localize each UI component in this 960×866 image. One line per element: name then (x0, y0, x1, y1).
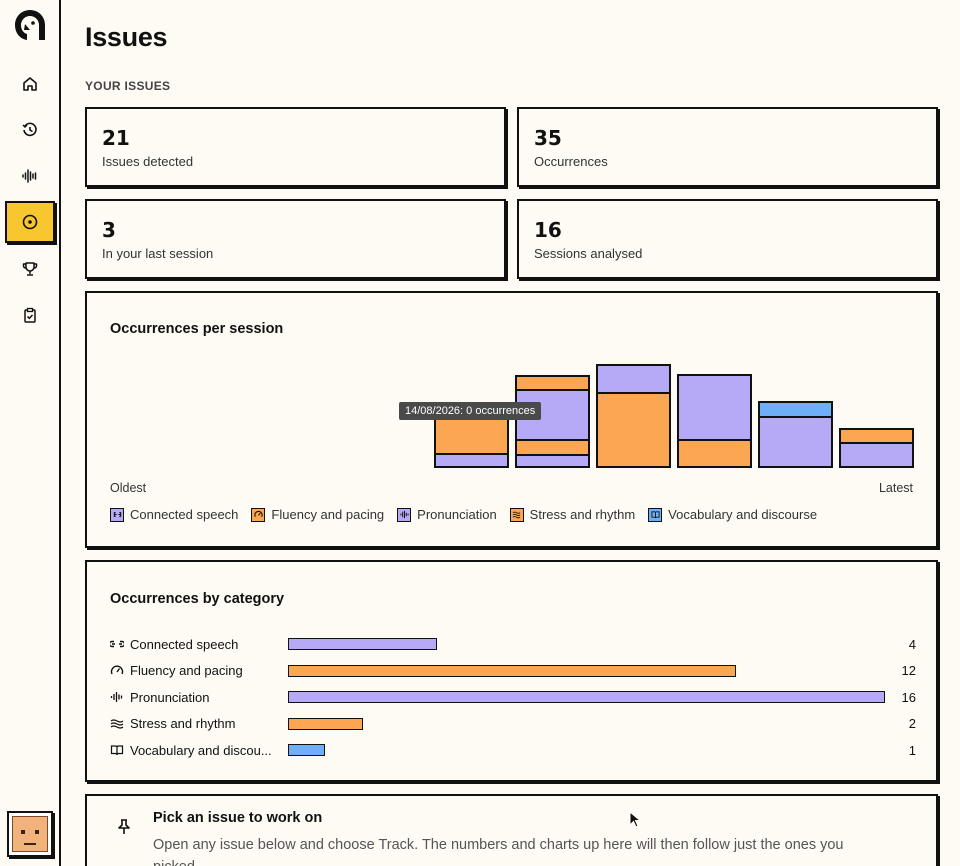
category-bar-track (288, 664, 885, 677)
mouse-cursor-icon (629, 811, 641, 828)
category-label: Stress and rhythm (130, 716, 236, 731)
category-bar-track (288, 744, 885, 756)
sidebar-item-practice[interactable] (12, 158, 48, 194)
pick-title: Pick an issue to work on (153, 810, 323, 826)
stat-label: Sessions analysed (534, 246, 643, 261)
category-count: 1 (908, 742, 916, 758)
category-count: 4 (908, 636, 916, 652)
waveform-icon (22, 169, 37, 183)
sidebar (0, 0, 61, 866)
sidebar-item-history[interactable] (12, 112, 48, 148)
legend-label: Connected speech (130, 507, 239, 522)
stat-value: 35 (534, 126, 562, 150)
link-icon (110, 507, 124, 522)
sidebar-item-home[interactable] (12, 66, 48, 102)
home-icon (23, 77, 37, 91)
bar-segment-pronunciation (758, 416, 833, 468)
category-bar (288, 691, 885, 703)
stat-label: Issues detected (102, 154, 194, 169)
category-label: Connected speech (130, 636, 239, 652)
bar-segment-pronunciation (677, 374, 752, 441)
panel-title: Occurrences per session (110, 321, 284, 337)
category-bar-track (288, 638, 885, 650)
bar-segment-fluency (596, 392, 671, 468)
stat-label: Occurrences (534, 154, 608, 169)
link-icon (110, 640, 124, 648)
category-label: Vocabulary and discou... (130, 742, 272, 758)
category-row[interactable]: Vocabulary and discou... 1 (110, 740, 916, 760)
stat-value: 21 (102, 126, 130, 150)
category-row[interactable]: Connected speech 4 (110, 634, 916, 654)
stat-card-occurrences: 35 Occurrences (517, 107, 938, 187)
chart-legend: Connected speech Fluency and pacing Pron… (110, 507, 817, 522)
legend-item-vocabulary[interactable]: Vocabulary and discourse (648, 507, 817, 522)
page-title: Issues (85, 22, 168, 52)
section-label: YOUR ISSUES (85, 79, 171, 93)
waves-icon (110, 718, 124, 729)
bar-segment-pronunciation (596, 364, 671, 394)
category-row[interactable]: Stress and rhythm 2 (110, 714, 916, 734)
legend-label: Stress and rhythm (529, 507, 636, 522)
stat-card-sessions-analysed: 16 Sessions analysed (517, 199, 938, 279)
category-bar (288, 664, 736, 677)
bar-segment-connected (515, 454, 590, 468)
category-bar (288, 717, 363, 730)
user-avatar[interactable] (7, 811, 53, 857)
pin-icon (118, 819, 130, 834)
sessions-chart-panel: Occurrences per session 14/08/2026: 0 oc… (85, 291, 938, 548)
category-count: 12 (901, 663, 916, 678)
gauge-icon (251, 507, 266, 522)
waveform-icon (397, 507, 412, 522)
axis-label-latest: Latest (878, 481, 913, 495)
axis-label-oldest: Oldest (110, 481, 147, 495)
app-logo-icon[interactable] (13, 8, 47, 42)
waves-icon (509, 507, 524, 522)
category-chart-panel: Occurrences by category Connected speech… (85, 560, 938, 782)
book-icon (648, 507, 663, 522)
stat-value: 16 (534, 218, 562, 242)
category-label: Fluency and pacing (130, 663, 243, 678)
sidebar-item-issues[interactable] (5, 201, 55, 243)
category-bar-track (288, 691, 885, 703)
category-bar-track (288, 717, 885, 730)
target-icon (22, 214, 38, 230)
category-count: 2 (908, 716, 916, 731)
legend-item-connected-speech[interactable]: Connected speech (110, 507, 238, 522)
bar-segment-fluency (434, 417, 509, 455)
legend-label: Fluency and pacing (271, 507, 385, 522)
stat-value: 3 (102, 218, 116, 242)
clipboard-check-icon (24, 307, 36, 323)
avatar-face-icon (12, 816, 48, 852)
category-row[interactable]: Fluency and pacing 12 (110, 661, 916, 681)
pick-issue-panel: Pick an issue to work on Open any issue … (85, 794, 938, 866)
chart-tooltip: 14/08/2026: 0 occurrences (399, 402, 542, 420)
book-icon (110, 745, 124, 756)
category-bar (288, 744, 325, 756)
legend-label: Pronunciation (417, 507, 497, 522)
category-row[interactable]: Pronunciation 16 (110, 687, 916, 707)
waveform-icon (110, 692, 123, 702)
stat-label: In your last session (102, 246, 214, 261)
legend-item-pronunciation[interactable]: Pronunciation (397, 507, 497, 522)
category-bar (288, 638, 437, 650)
pick-description: Open any issue below and choose Track. T… (153, 837, 844, 866)
history-icon (22, 122, 37, 137)
panel-title: Occurrences by category (110, 591, 285, 607)
stat-card-last-session: 3 In your last session (85, 199, 506, 279)
bar-segment-connected (434, 453, 509, 468)
bar-segment-fluency (677, 439, 752, 468)
bar-segment-pronunciation (839, 442, 914, 468)
category-label: Pronunciation (130, 689, 210, 705)
legend-label: Vocabulary and discourse (668, 507, 818, 522)
sidebar-item-achievements[interactable] (12, 251, 48, 287)
category-count: 16 (901, 689, 916, 705)
legend-item-stress[interactable]: Stress and rhythm (509, 507, 636, 522)
gauge-icon (110, 665, 124, 674)
legend-item-fluency[interactable]: Fluency and pacing (251, 507, 384, 522)
trophy-icon (22, 262, 38, 276)
stat-card-issues-detected: 21 Issues detected (85, 107, 506, 187)
sidebar-item-tasks[interactable] (12, 297, 48, 333)
